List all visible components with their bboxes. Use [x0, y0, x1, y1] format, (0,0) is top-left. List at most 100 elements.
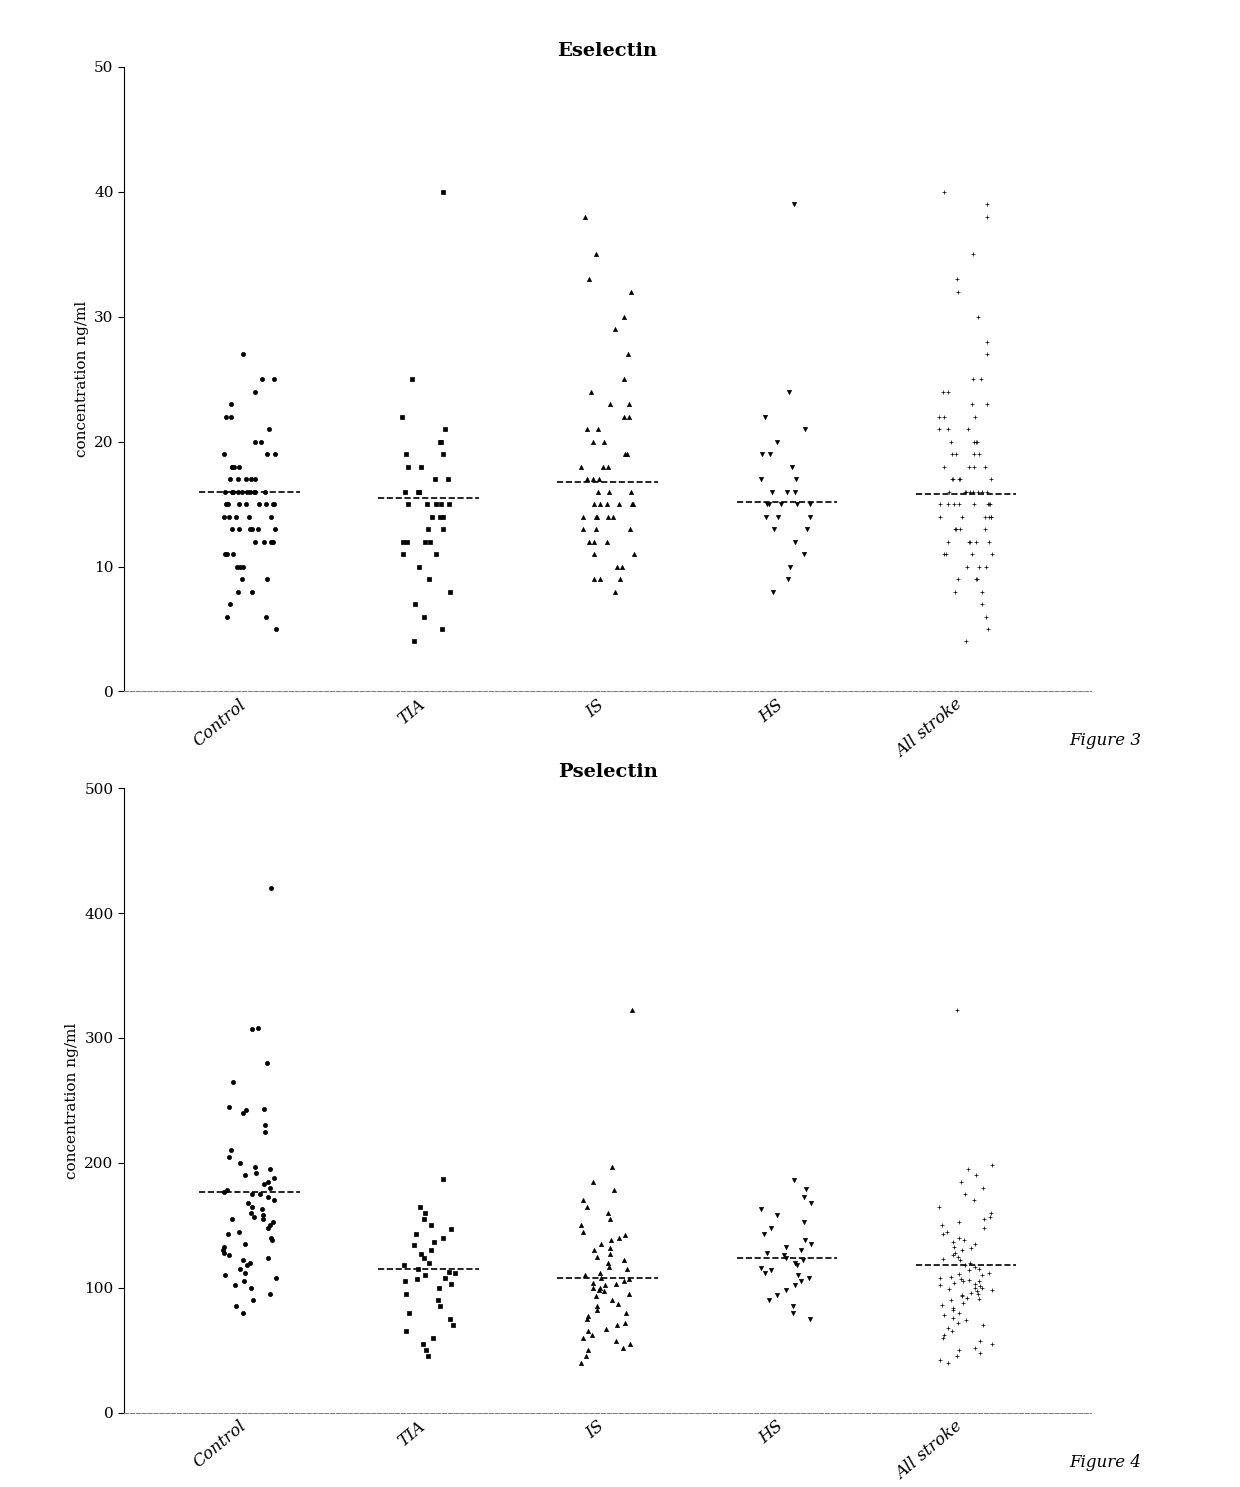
Point [242, 1194, 262, 1218]
Point [603, 1288, 622, 1312]
Title: Eselectin: Eselectin [558, 42, 657, 59]
Point [258, 442, 278, 465]
Point [766, 1203, 786, 1227]
Point [963, 492, 983, 516]
Point [218, 1243, 238, 1267]
Point [409, 480, 429, 504]
Point [594, 430, 614, 454]
Point [420, 1213, 440, 1237]
Point [587, 1295, 606, 1319]
Point [947, 999, 967, 1023]
Point [600, 1242, 620, 1265]
Point [232, 480, 252, 504]
Point [614, 367, 634, 391]
Point [433, 517, 453, 541]
Point [584, 492, 604, 516]
Point [787, 1254, 807, 1277]
Point [585, 517, 605, 541]
Point [950, 1249, 970, 1273]
Point [423, 1326, 443, 1350]
Point [577, 418, 596, 442]
Point [930, 504, 950, 528]
Point [222, 517, 242, 541]
Point [619, 404, 639, 428]
Point [396, 442, 415, 465]
Point [756, 504, 776, 528]
Point [758, 1240, 777, 1264]
Point [254, 1120, 274, 1144]
Point [619, 1267, 639, 1291]
Point [583, 467, 603, 491]
Point [262, 529, 281, 553]
Point [972, 1276, 992, 1300]
Point [951, 1283, 971, 1307]
Point [760, 1216, 780, 1240]
Point [264, 367, 284, 391]
Point [233, 555, 253, 578]
Point [587, 504, 606, 528]
Point [264, 1166, 284, 1190]
Point [259, 1185, 279, 1209]
Point [257, 567, 277, 590]
Point [776, 1279, 796, 1303]
Point [961, 1280, 981, 1304]
Point [784, 1301, 804, 1325]
Point [981, 467, 1001, 491]
Point [583, 430, 603, 454]
Point [949, 567, 968, 590]
Point [980, 1261, 999, 1285]
Point [944, 1298, 963, 1322]
Point [213, 442, 233, 465]
Point [614, 305, 634, 329]
Point [587, 242, 606, 266]
Point [231, 555, 250, 578]
Point [228, 480, 248, 504]
Point [949, 1209, 968, 1233]
Point [445, 1261, 465, 1285]
Point [418, 1344, 438, 1368]
Point [213, 1239, 233, 1262]
Point [425, 543, 445, 567]
Point [231, 1257, 250, 1280]
Point [615, 1224, 635, 1248]
Point [588, 418, 608, 442]
Point [973, 1313, 993, 1337]
Point [221, 393, 241, 416]
Point [599, 1251, 619, 1274]
Point [601, 1228, 621, 1252]
Point [768, 430, 787, 454]
Point [605, 580, 625, 604]
Point [258, 1051, 278, 1075]
Point [937, 418, 957, 442]
Point [242, 517, 262, 541]
Point [621, 280, 641, 303]
Point [236, 1099, 255, 1123]
Point [404, 1233, 424, 1257]
Point [967, 430, 987, 454]
Point [978, 504, 998, 528]
Point [244, 1204, 264, 1228]
Point [605, 317, 625, 341]
Point [222, 455, 242, 479]
Point [244, 430, 264, 454]
Point [978, 492, 998, 516]
Point [973, 1207, 993, 1231]
Point [801, 1233, 821, 1257]
Point [968, 1270, 988, 1294]
Point [430, 504, 450, 528]
Point [219, 504, 239, 528]
Point [574, 517, 594, 541]
Point [259, 1176, 279, 1200]
Point [965, 404, 985, 428]
Point [600, 393, 620, 416]
Point [243, 1288, 263, 1312]
Point [930, 404, 950, 428]
Point [966, 1335, 986, 1359]
Point [963, 367, 983, 391]
Point [414, 605, 434, 629]
Point [259, 1157, 279, 1181]
Point [409, 480, 429, 504]
Point [433, 180, 453, 204]
Point [614, 1249, 634, 1273]
Point [965, 1271, 985, 1295]
